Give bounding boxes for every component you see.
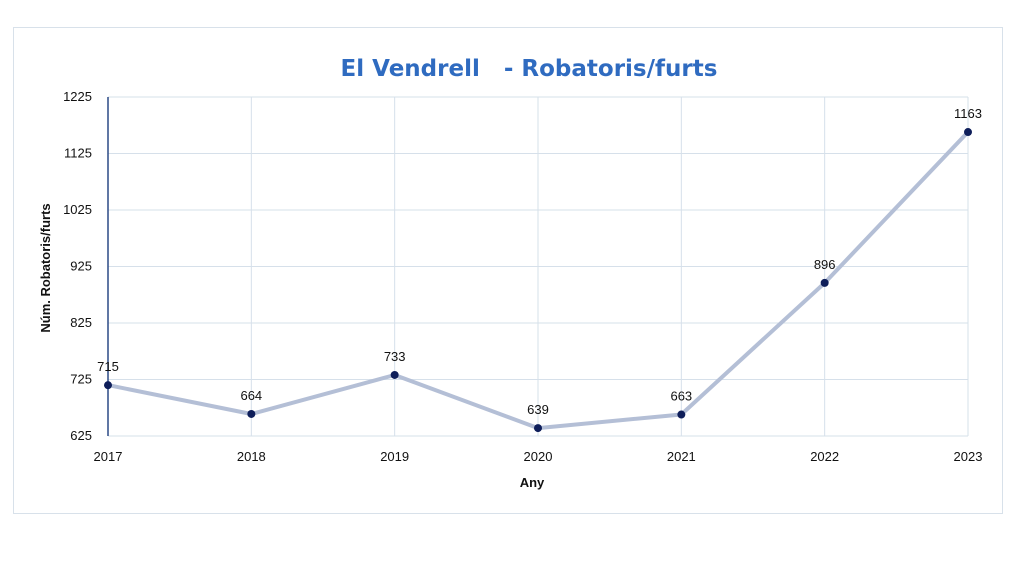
y-tick-label-925: 925 (70, 259, 92, 274)
x-tick-label-2023: 2023 (954, 449, 983, 464)
y-tick-label-1225: 1225 (63, 89, 92, 104)
y-tick-label-1025: 1025 (63, 202, 92, 217)
data-label-2019: 733 (384, 349, 406, 364)
data-point-2019 (390, 370, 399, 379)
data-point-2021 (677, 410, 686, 419)
x-tick-label-2018: 2018 (237, 449, 266, 464)
x-axis-label: Any (520, 475, 545, 490)
data-points (104, 128, 972, 433)
data-label-2023: 1163 (954, 106, 982, 121)
data-labels: 715 664 733 639 663 896 1163 (97, 106, 982, 417)
y-tick-label-825: 825 (70, 315, 92, 330)
chart-title: El Vendrell - Robatoris/furts (341, 56, 718, 82)
x-tick-label-2021: 2021 (667, 449, 696, 464)
x-axis-ticks: 2017 2018 2019 2020 2021 2022 2023 (94, 449, 983, 464)
y-axis-label: Núm. Robatoris/furts (38, 203, 53, 332)
x-tick-label-2017: 2017 (94, 449, 123, 464)
data-label-2017: 715 (97, 359, 119, 374)
x-tick-label-2022: 2022 (810, 449, 839, 464)
gridlines (108, 96, 969, 437)
data-point-2020 (534, 424, 542, 433)
y-tick-label-625: 625 (70, 428, 92, 443)
data-label-2018: 664 (240, 388, 262, 403)
y-axis-ticks: 625 725 825 925 1025 1125 1225 (63, 89, 92, 443)
data-point-2023 (964, 128, 972, 137)
data-label-2020: 639 (527, 402, 549, 417)
data-label-2021: 663 (670, 389, 692, 404)
x-tick-label-2020: 2020 (524, 449, 553, 464)
data-label-2022: 896 (814, 257, 836, 272)
y-tick-label-725: 725 (70, 372, 92, 387)
data-point-2022 (820, 278, 829, 287)
data-point-2017 (104, 381, 112, 390)
x-tick-label-2019: 2019 (380, 449, 409, 464)
y-tick-label-1125: 1125 (64, 146, 92, 161)
data-point-2018 (247, 409, 256, 418)
